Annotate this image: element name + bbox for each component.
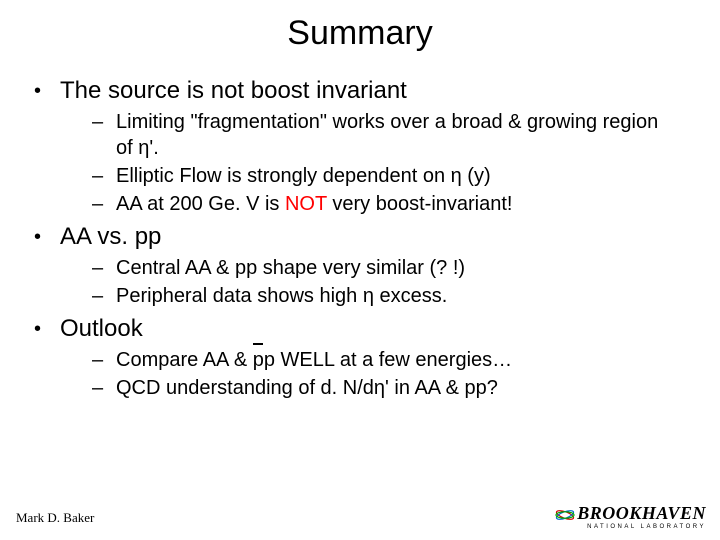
text-part: excess. xyxy=(374,285,447,307)
slide: Summary • The source is not boost invari… xyxy=(0,0,720,540)
dash-icon: – xyxy=(92,163,116,189)
bullet-text: The source is not boost invariant xyxy=(60,77,690,105)
text-part: Limiting "fragmentation" works over a br… xyxy=(116,111,658,159)
lab-name: BROOKHAVEN xyxy=(577,503,706,523)
slide-content: • The source is not boost invariant – Li… xyxy=(0,77,720,401)
sub-item: – Peripheral data shows high η excess. xyxy=(92,283,680,309)
slide-title: Summary xyxy=(0,0,720,71)
dash-icon: – xyxy=(92,375,116,401)
p-bar-symbol: p xyxy=(253,347,264,373)
sub-item: – Central AA & pp shape very similar (? … xyxy=(92,255,680,281)
sub-item: – Elliptic Flow is strongly dependent on… xyxy=(92,163,680,189)
eta-symbol: η xyxy=(374,377,385,399)
bullet-source-not-boost-invariant: • The source is not boost invariant xyxy=(34,77,690,105)
dash-icon: – xyxy=(92,255,116,281)
footer-author: Mark D. Baker xyxy=(16,510,94,526)
lab-subtitle: NATIONAL LABORATORY xyxy=(555,524,706,530)
dash-icon: – xyxy=(92,347,116,373)
eta-symbol: η xyxy=(138,137,149,159)
text-part: (y) xyxy=(462,165,491,187)
brookhaven-rings-icon xyxy=(555,507,575,523)
bullet-outlook: • Outlook xyxy=(34,315,690,343)
sub-item: – Compare AA & pp WELL at a few energies… xyxy=(92,347,680,373)
sub-text: AA at 200 Ge. V is NOT very boost-invari… xyxy=(116,191,680,217)
bullet-dot-icon: • xyxy=(34,315,60,343)
sub-list: – Limiting "fragmentation" works over a … xyxy=(34,109,690,217)
sub-text: Compare AA & pp WELL at a few energies… xyxy=(116,347,680,373)
sub-list: – Compare AA & pp WELL at a few energies… xyxy=(34,347,690,401)
brookhaven-wordmark: BROOKHAVEN xyxy=(555,504,706,523)
text-part: Compare AA & xyxy=(116,349,253,371)
dash-icon: – xyxy=(92,109,116,135)
sub-text: Elliptic Flow is strongly dependent on η… xyxy=(116,163,680,189)
eta-symbol: η xyxy=(363,285,374,307)
text-part: QCD understanding of d. N/d xyxy=(116,377,374,399)
text-part: p WELL at a few energies… xyxy=(264,349,512,371)
sub-list: – Central AA & pp shape very similar (? … xyxy=(34,255,690,309)
bullet-text: Outlook xyxy=(60,315,690,343)
text-part: Elliptic Flow is strongly dependent on xyxy=(116,165,451,187)
not-emphasis: NOT xyxy=(285,193,327,215)
bullet-dot-icon: • xyxy=(34,77,60,105)
dash-icon: – xyxy=(92,283,116,309)
footer-lab-logo: BROOKHAVEN NATIONAL LABORATORY xyxy=(555,504,706,530)
sub-item: – Limiting "fragmentation" works over a … xyxy=(92,109,680,161)
text-part: ' in AA & pp? xyxy=(385,377,498,399)
sub-text: Peripheral data shows high η excess. xyxy=(116,283,680,309)
eta-symbol: η xyxy=(451,165,462,187)
sub-text: QCD understanding of d. N/dη' in AA & pp… xyxy=(116,375,680,401)
bullet-aa-vs-pp: • AA vs. pp xyxy=(34,223,690,251)
bullet-text: AA vs. pp xyxy=(60,223,690,251)
bullet-dot-icon: • xyxy=(34,223,60,251)
text-part: AA at 200 Ge. V is xyxy=(116,193,285,215)
sub-item: – AA at 200 Ge. V is NOT very boost-inva… xyxy=(92,191,680,217)
sub-text: Limiting "fragmentation" works over a br… xyxy=(116,109,680,161)
text-part: Peripheral data shows high xyxy=(116,285,363,307)
text-part: '. xyxy=(149,137,158,159)
sub-text: Central AA & pp shape very similar (? !) xyxy=(116,255,680,281)
dash-icon: – xyxy=(92,191,116,217)
text-part: very boost-invariant! xyxy=(327,193,513,215)
sub-item: – QCD understanding of d. N/dη' in AA & … xyxy=(92,375,680,401)
